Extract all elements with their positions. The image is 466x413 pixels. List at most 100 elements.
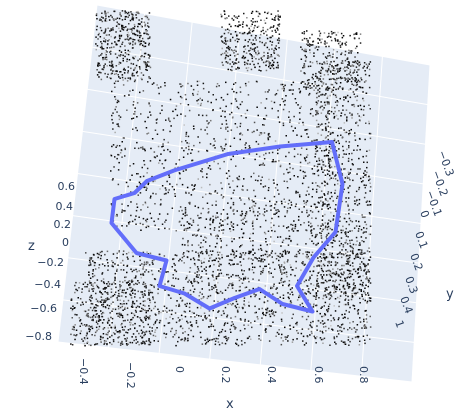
tick-label: −0.8 xyxy=(25,330,52,343)
scatter-point xyxy=(141,293,144,296)
scatter-point xyxy=(325,128,327,130)
scatter-point xyxy=(248,289,251,291)
scatter-point xyxy=(125,11,127,14)
scatter-point xyxy=(122,137,125,139)
scatter-point xyxy=(141,18,143,20)
scatter-point xyxy=(265,60,268,62)
scatter-point xyxy=(292,224,294,226)
scatter-point xyxy=(238,24,240,26)
scatter-point xyxy=(229,264,232,266)
scatter-point xyxy=(263,132,266,134)
scatter-point xyxy=(137,290,139,293)
scatter-point xyxy=(273,182,275,184)
scatter-point xyxy=(307,221,310,223)
scatter-point xyxy=(106,259,108,261)
scatter-point xyxy=(258,298,261,300)
scatter-point xyxy=(116,215,118,217)
scatter-point xyxy=(239,122,242,125)
scatter-point xyxy=(257,25,260,28)
scatter-point xyxy=(200,242,202,244)
scatter-point xyxy=(147,116,149,119)
scatter-point xyxy=(321,123,323,125)
scatter-point xyxy=(179,297,182,299)
scatter-point xyxy=(290,89,292,91)
scatter-point xyxy=(311,196,313,198)
scatter-point xyxy=(242,32,245,35)
scatter-point xyxy=(124,38,126,41)
scatter-point xyxy=(121,24,123,27)
scatter-point xyxy=(211,259,214,262)
scatter-point xyxy=(195,276,198,278)
scatter-point xyxy=(206,338,209,341)
scatter-point xyxy=(245,213,248,215)
scatter-point xyxy=(333,256,335,259)
scatter-point xyxy=(95,14,98,17)
scatter-point xyxy=(122,253,124,256)
scatter-point xyxy=(123,300,125,302)
scatter-point xyxy=(90,284,93,286)
scatter-point xyxy=(139,222,142,225)
scatter-point xyxy=(139,23,141,25)
scatter-point xyxy=(368,259,371,261)
scatter-point xyxy=(198,114,200,116)
scatter-point xyxy=(111,283,113,286)
scatter-point xyxy=(305,38,308,40)
scatter-point xyxy=(167,271,169,273)
tick-label: 0.1 xyxy=(412,230,430,251)
scatter-point xyxy=(347,263,349,265)
scatter-point xyxy=(207,295,210,298)
scatter-point xyxy=(336,234,338,236)
scatter-point xyxy=(200,276,203,278)
scatter-point xyxy=(186,256,189,258)
scatter-point xyxy=(118,292,120,295)
scatter-point xyxy=(263,208,266,210)
scatter-point xyxy=(255,39,257,41)
scatter-point xyxy=(319,322,322,324)
scatter-point xyxy=(216,237,218,240)
scatter-point xyxy=(291,93,294,95)
scatter-point xyxy=(342,225,344,228)
scatter-point xyxy=(76,314,78,316)
scatter-point xyxy=(305,201,308,204)
scatter-point xyxy=(369,315,371,318)
scatter-point xyxy=(282,284,284,287)
scatter-point xyxy=(244,254,246,256)
scatter-point xyxy=(324,94,326,96)
scatter-point xyxy=(303,65,305,67)
scatter-point xyxy=(287,207,289,209)
scatter-point xyxy=(368,271,370,273)
scatter-point xyxy=(181,209,183,212)
scatter-point xyxy=(131,72,134,75)
scatter-point xyxy=(319,38,321,41)
scatter-point xyxy=(309,270,311,273)
scatter-point xyxy=(356,329,358,331)
scatter-point xyxy=(268,263,270,265)
scatter-point xyxy=(328,32,330,35)
scatter-point xyxy=(300,70,302,72)
scatter-point xyxy=(114,86,116,88)
scatter-point xyxy=(253,48,255,50)
scatter-point xyxy=(321,81,323,83)
scatter-point xyxy=(97,316,99,318)
scatter-point xyxy=(97,65,99,67)
scatter-point xyxy=(197,252,199,254)
scatter-point xyxy=(236,106,239,108)
scatter-point xyxy=(239,86,242,89)
scatter-point xyxy=(311,240,313,242)
scatter-point xyxy=(310,230,312,232)
scatter-point xyxy=(143,163,146,166)
scatter-point xyxy=(263,158,266,160)
scatter-point xyxy=(331,171,334,173)
scatter-point xyxy=(147,22,149,24)
scatter-point xyxy=(237,67,239,70)
scatter-point xyxy=(360,269,362,271)
scatter-point xyxy=(180,224,182,226)
tick-label: −0.4 xyxy=(77,358,90,385)
scatter-point xyxy=(263,301,266,304)
scatter-point xyxy=(139,259,141,262)
scatter-point xyxy=(224,116,226,118)
scatter-point xyxy=(155,314,157,316)
scatter-point xyxy=(361,295,363,298)
